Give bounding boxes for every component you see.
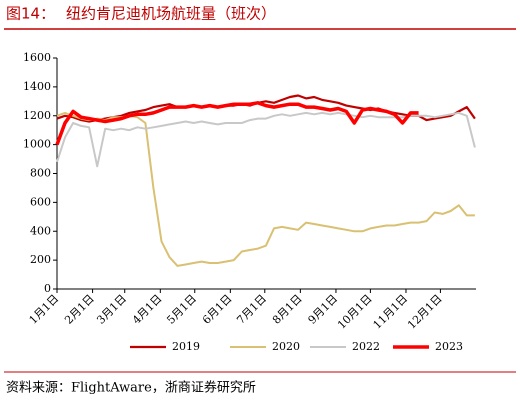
x-tick-label: 11月1日	[371, 292, 411, 332]
x-tick-label: 4月1日	[130, 292, 165, 327]
y-tick-label: 200	[30, 253, 51, 266]
legend-label: 2019	[172, 340, 200, 353]
series-line	[55, 101, 419, 146]
series-line	[56, 94, 476, 123]
y-tick-label: 400	[30, 224, 51, 237]
x-tick-label: 7月1日	[234, 292, 269, 327]
y-tick-label: 1400	[23, 80, 51, 93]
x-tick-label: 5月1日	[164, 292, 199, 327]
y-tick-label: 800	[30, 167, 51, 180]
x-tick-label: 8月1日	[270, 292, 305, 327]
legend-label: 2023	[435, 340, 463, 353]
figure-label: 图14：	[6, 5, 55, 23]
x-tick-label: 2月1日	[62, 292, 97, 327]
x-tick-label: 10月1日	[335, 292, 375, 332]
x-tick-label: 3月1日	[94, 292, 129, 327]
y-tick-label: 600	[30, 195, 51, 208]
y-tick-label: 1200	[23, 109, 51, 122]
chart-title: 纽约肯尼迪机场航班量（班次）	[66, 5, 276, 23]
series-line	[56, 111, 476, 168]
y-tick-label: 1600	[23, 51, 51, 64]
y-tick-label: 0	[44, 282, 51, 295]
series-line	[56, 111, 475, 267]
source: 资料来源：FlightAware，浙商证券研究所	[6, 380, 256, 396]
legend-label: 2020	[272, 340, 300, 353]
x-tick-label: 6月1日	[200, 292, 235, 327]
legend-label: 2022	[352, 340, 380, 353]
y-tick-label: 1000	[23, 138, 51, 151]
x-tick-label: 1月1日	[27, 292, 62, 327]
x-tick-label: 12月1日	[405, 292, 445, 332]
